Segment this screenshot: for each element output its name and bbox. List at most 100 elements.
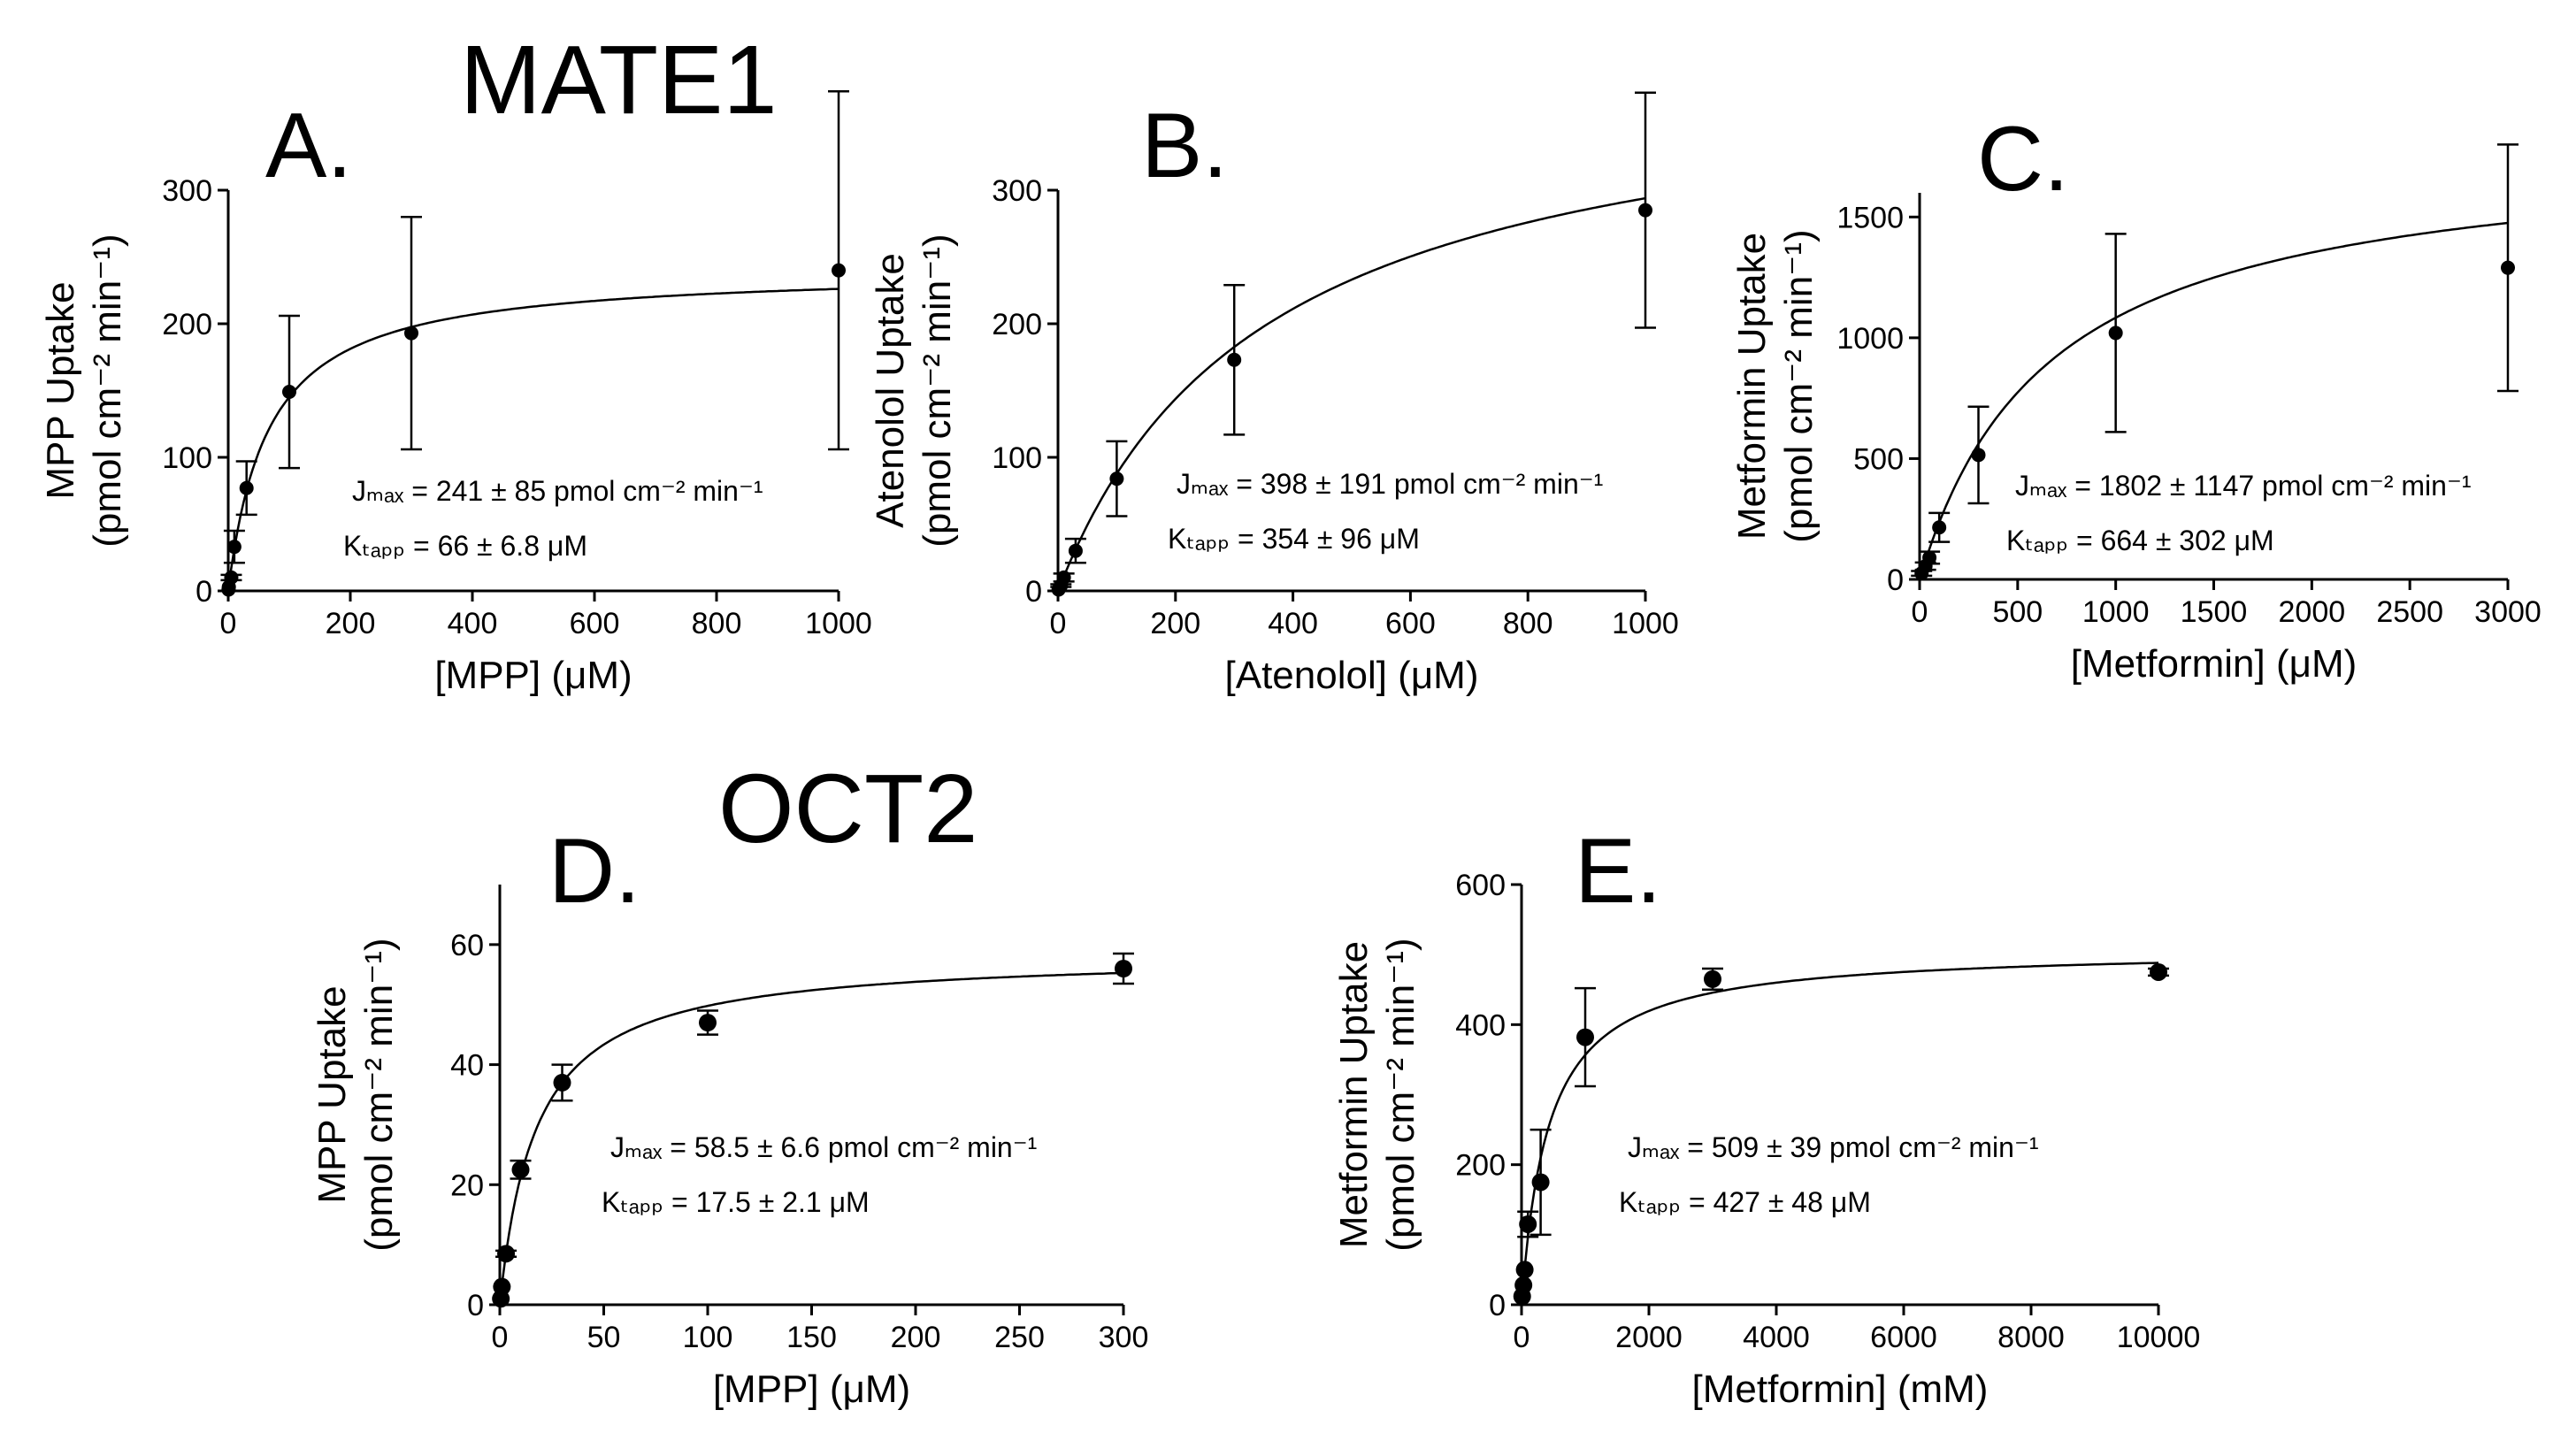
panel-letter: C. (1977, 108, 2069, 211)
data-point (1704, 969, 1721, 988)
x-tick-label: 400 (448, 607, 498, 640)
x-tick-label: 2000 (1615, 1321, 1683, 1354)
data-point (1227, 352, 1242, 367)
x-tick-label: 200 (326, 607, 376, 640)
x-tick-label: 600 (570, 607, 620, 640)
panel-a: 0 200 400 600 800 1000 0 100 200 300 [MPP] (μM) MPP… (39, 90, 872, 697)
data-point (2150, 962, 2167, 981)
data-point (1971, 448, 1986, 463)
jmax-annotation: Jₘₐₓ = 58.5 ± 6.6 pmol cm⁻² min⁻¹ (610, 1131, 1037, 1163)
y-tick-label: 0 (1887, 563, 1904, 597)
x-tick-label: 0 (1514, 1321, 1530, 1354)
data-point (553, 1073, 571, 1092)
data-point (1068, 543, 1083, 558)
jmax-annotation: Jₘₐₓ = 398 ± 191 pmol cm⁻² min⁻¹ (1177, 468, 1603, 500)
heading-oct2: OCT2 (718, 755, 978, 863)
x-tick-label: 6000 (1870, 1321, 1937, 1354)
x-tick-label: 600 (1385, 607, 1436, 640)
jmax-annotation: Jₘₐₓ = 1802 ± 1147 pmol cm⁻² min⁻¹ (2015, 470, 2472, 502)
data-point (511, 1161, 530, 1179)
x-tick-label: 300 (1099, 1321, 1149, 1354)
data-point (282, 385, 296, 400)
data-point (1531, 1173, 1550, 1192)
x-axis-label: [MPP] (μM) (434, 654, 632, 697)
y-tick-label: 0 (1489, 1289, 1506, 1322)
x-tick-label: 200 (891, 1321, 941, 1354)
data-point (1638, 203, 1652, 218)
y-axis-unit-label: (pmol cm⁻² min⁻¹) (357, 938, 401, 1251)
y-axis-unit-label: (pmol cm⁻² min⁻¹) (1777, 229, 1821, 542)
ktapp-annotation: Kₜₐₚₚ = 354 ± 96 μM (1168, 523, 1420, 555)
y-tick-label: 40 (450, 1049, 484, 1083)
x-tick-label: 1000 (805, 607, 872, 640)
x-tick-label: 10000 (2117, 1321, 2201, 1354)
x-tick-label: 800 (692, 607, 742, 640)
x-tick-label: 400 (1268, 607, 1318, 640)
y-tick-label: 600 (1455, 869, 1506, 902)
y-axis-unit-label: (pmol cm⁻² min⁻¹) (1379, 938, 1422, 1251)
fit-curve (226, 287, 840, 592)
data-point (1056, 570, 1071, 585)
y-axis-label: Metformin Uptake (1332, 941, 1376, 1248)
x-tick-label: 100 (683, 1321, 733, 1354)
y-tick-label: 300 (162, 174, 212, 208)
data-point (224, 570, 239, 585)
jmax-annotation: Jₘₐₓ = 241 ± 85 pmol cm⁻² min⁻¹ (352, 475, 763, 507)
y-tick-label: 0 (196, 575, 212, 609)
data-point (239, 480, 254, 495)
y-tick-label: 300 (992, 174, 1042, 208)
y-tick-label: 100 (162, 441, 212, 475)
x-tick-label: 3000 (2474, 595, 2542, 629)
fit-curve (1520, 962, 2159, 1306)
x-tick-label: 800 (1503, 607, 1553, 640)
data-point (1515, 1261, 1534, 1279)
data-point (1519, 1215, 1537, 1233)
x-tick-label: 8000 (1997, 1321, 2065, 1354)
x-axis-label: [MPP] (μM) (713, 1368, 910, 1411)
data-point (1115, 960, 1132, 977)
ktapp-annotation: Kₜₐₚₚ = 66 ± 6.8 μM (343, 530, 587, 562)
panel-letter: D. (548, 820, 640, 923)
y-tick-label: 200 (162, 308, 212, 341)
y-axis-unit-label: (pmol cm⁻² min⁻¹) (86, 234, 129, 547)
ktapp-annotation: Kₜₐₚₚ = 17.5 ± 2.1 μM (602, 1186, 870, 1218)
panel-letter: E. (1575, 820, 1661, 923)
y-axis-label: MPP Uptake (39, 281, 82, 499)
x-tick-label: 150 (786, 1321, 837, 1354)
y-axis-label: Atenolol Uptake (869, 253, 912, 528)
y-axis-unit-label: (pmol cm⁻² min⁻¹) (916, 234, 959, 547)
data-point (226, 540, 242, 555)
panel-e: 0 2000 4000 6000 8000 10000 0 200 400 600 [Metform… (1332, 820, 2200, 1411)
data-point (2108, 326, 2123, 341)
data-point (1922, 550, 1937, 565)
y-tick-label: 60 (450, 929, 484, 962)
data-point (497, 1245, 516, 1263)
y-tick-label: 0 (467, 1289, 484, 1322)
y-axis-label: Metformin Uptake (1730, 233, 1774, 540)
ktapp-annotation: Kₜₐₚₚ = 664 ± 302 μM (2006, 525, 2274, 556)
x-axis-label: [Atenolol] (μM) (1225, 654, 1479, 697)
y-tick-label: 200 (1455, 1149, 1506, 1183)
fit-curve (498, 971, 1124, 1306)
y-tick-label: 500 (1853, 442, 1904, 476)
y-tick-label: 200 (992, 308, 1042, 341)
data-point (1514, 1276, 1533, 1294)
x-tick-label: 0 (1912, 595, 1928, 629)
panel-d: 0 50 100 150 200 250 300 0 20 40 60 [MPP] (μM) MPP U… (310, 820, 1148, 1411)
x-tick-label: 250 (994, 1321, 1045, 1354)
data-point (1932, 520, 1947, 535)
y-tick-label: 0 (1025, 575, 1042, 609)
x-tick-label: 4000 (1743, 1321, 1810, 1354)
data-point (493, 1277, 511, 1296)
x-axis-label: [Metformin] (μM) (2071, 642, 2358, 686)
fit-curve (1918, 221, 2509, 580)
y-tick-label: 1000 (1836, 322, 1904, 356)
panel-c: 0 500 1000 1500 2000 2500 3000 0 500 1000 1500 [Met… (1730, 108, 2542, 686)
jmax-annotation: Jₘₐₓ = 509 ± 39 pmol cm⁻² min⁻¹ (1628, 1131, 2038, 1163)
panel-letter: A. (265, 95, 352, 197)
y-tick-label: 400 (1455, 1008, 1506, 1042)
x-tick-label: 1500 (2181, 595, 2248, 629)
y-tick-label: 20 (450, 1169, 484, 1202)
x-axis-label: [Metformin] (mM) (1692, 1368, 1989, 1411)
